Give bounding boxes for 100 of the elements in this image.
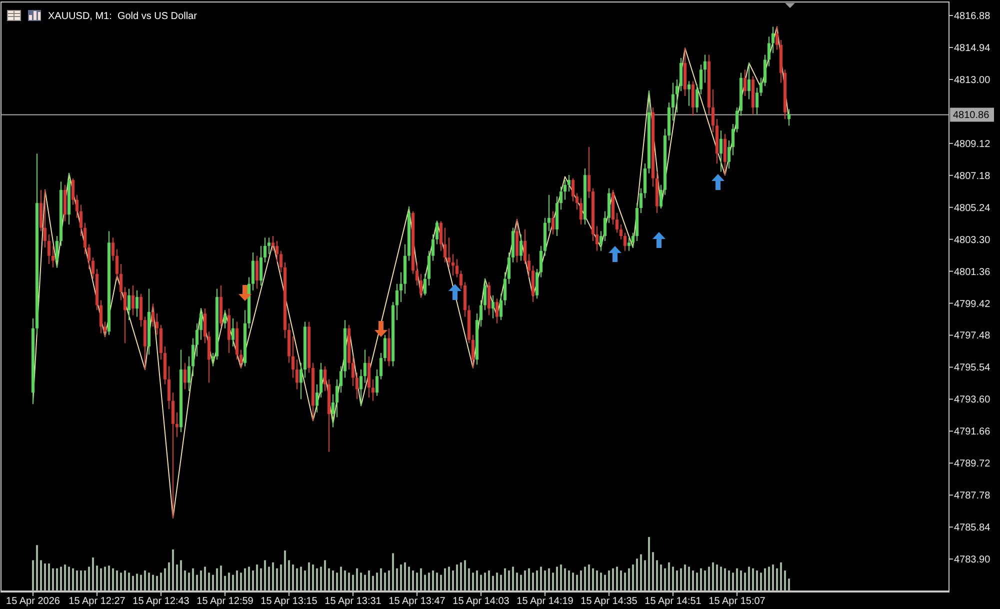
x-tick-label: 15 Apr 14:03: [452, 596, 510, 607]
candlestick: [524, 228, 526, 265]
bar: [200, 570, 202, 591]
candlestick: [416, 262, 418, 286]
text: XAUUSD, M1: Gold vs US Dollar: [48, 11, 198, 22]
candlestick: [504, 272, 506, 306]
candlestick: [508, 252, 510, 284]
bar: [32, 560, 34, 591]
bar: [468, 568, 470, 591]
bar: [704, 570, 706, 591]
bar: [208, 572, 210, 591]
bar: [180, 560, 182, 591]
candlestick: [576, 192, 578, 210]
bar: [80, 570, 82, 591]
candlestick: [624, 232, 626, 252]
bar: [684, 564, 686, 591]
candlestick: [736, 106, 738, 133]
candlestick: [620, 224, 622, 240]
candlestick: [704, 54, 706, 84]
candlestick: [536, 268, 538, 300]
bar: [500, 574, 502, 591]
candlestick: [680, 58, 682, 92]
bar: [644, 560, 646, 591]
bar: [708, 566, 710, 591]
bar: [380, 568, 382, 591]
bar: [232, 574, 234, 591]
bar: [160, 572, 162, 591]
bar: [744, 572, 746, 591]
candlestick: [560, 186, 562, 210]
candlestick: [692, 80, 694, 116]
candlestick: [540, 245, 542, 278]
candlestick: [276, 240, 278, 263]
bar: [288, 560, 290, 591]
y-tick-label: 4783.90: [954, 554, 991, 566]
candlestick: [572, 178, 574, 202]
bar: [776, 568, 778, 591]
candlestick: [360, 369, 362, 406]
bar: [712, 562, 714, 591]
candlestick: [380, 352, 382, 380]
y-tick-label: 4809.12: [954, 138, 991, 150]
candlestick: [580, 198, 582, 225]
bar: [276, 568, 278, 591]
candlestick: [44, 189, 46, 248]
bar: [616, 566, 618, 591]
bar: [304, 570, 306, 591]
bar: [544, 570, 546, 591]
candlestick: [356, 372, 358, 400]
bar: [60, 566, 62, 591]
bar: [724, 568, 726, 591]
y-tick-label: 4797.48: [954, 330, 991, 342]
bar: [316, 568, 318, 591]
candlestick: [116, 248, 118, 282]
bar: [768, 566, 770, 591]
y-tick-label: 4801.36: [954, 266, 991, 278]
candlestick: [444, 227, 446, 263]
bar: [216, 568, 218, 591]
candlestick: [124, 286, 126, 344]
bar: [720, 566, 722, 591]
candlestick: [260, 245, 262, 286]
bar: [280, 564, 282, 591]
bar: [320, 566, 322, 591]
candlestick: [488, 282, 490, 316]
candlestick: [200, 308, 202, 340]
bar: [488, 570, 490, 591]
bar: [108, 566, 110, 591]
candlestick: [192, 338, 194, 377]
bar: [580, 570, 582, 591]
bar: [540, 566, 542, 591]
candlestick: [420, 273, 422, 298]
bar: [400, 564, 402, 591]
candlestick: [92, 256, 94, 280]
bar: [184, 570, 186, 591]
candlestick: [112, 237, 114, 262]
bar: [732, 572, 734, 591]
x-tick-label: 15 Apr 12:59: [196, 596, 254, 607]
bar: [132, 576, 134, 591]
bar: [452, 570, 454, 591]
bar: [672, 566, 674, 591]
bar: [520, 574, 522, 591]
bar: [260, 568, 262, 591]
bar: [168, 562, 170, 591]
bar: [496, 572, 498, 591]
candlestick: [496, 298, 498, 324]
candlestick: [588, 146, 590, 199]
candlestick: [500, 293, 502, 321]
bar: [440, 574, 442, 591]
bar: [340, 566, 342, 591]
candlestick: [448, 237, 450, 268]
bar: [268, 566, 270, 591]
bar: [116, 570, 118, 591]
candlestick: [436, 220, 438, 245]
candlestick: [76, 194, 78, 218]
candlestick: [140, 293, 142, 328]
bar: [728, 570, 730, 591]
bar: [368, 570, 370, 591]
bar: [740, 570, 742, 591]
candlestick: [492, 294, 494, 319]
bar: [600, 572, 602, 591]
bar: [664, 568, 666, 591]
bar: [252, 570, 254, 591]
